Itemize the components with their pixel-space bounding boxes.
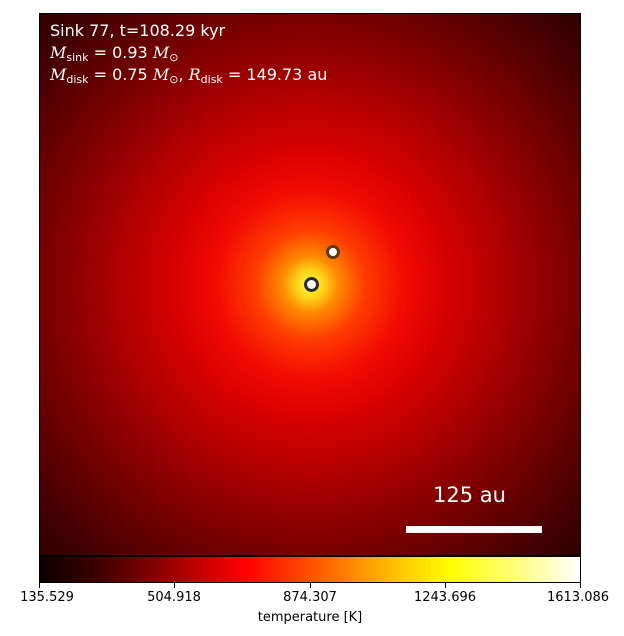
- sink-particle-marker: [304, 277, 319, 292]
- colorbar-label: temperature [K]: [257, 610, 363, 625]
- sink-time-label: Sink 77, t=108.29 kyr: [50, 21, 226, 40]
- scale-bar-label: 125 au: [433, 483, 506, 507]
- disk-properties-label: Mdisk = 0.75 M⊙, Rdisk = 149.73 au: [50, 65, 328, 86]
- temperature-colorbar: [39, 556, 581, 583]
- colorbar-tick-label: 1243.696: [413, 590, 477, 605]
- colorbar-tick-label: 135.529: [20, 590, 74, 605]
- colorbar-tick: [174, 583, 175, 588]
- colorbar-tick: [445, 583, 446, 588]
- colorbar-tick: [39, 583, 40, 588]
- colorbar-tick-label: 874.307: [283, 590, 337, 605]
- colorbar-tick-label: 1613.086: [546, 590, 610, 605]
- colorbar-tick: [310, 583, 311, 588]
- colorbar-tick: [580, 583, 581, 588]
- sink-particle-marker: [326, 245, 340, 259]
- scale-bar: [406, 526, 542, 533]
- temperature-map: Sink 77, t=108.29 kyr Msink = 0.93 M⊙ Md…: [39, 13, 581, 556]
- colorbar-tick-label: 504.918: [147, 590, 201, 605]
- sink-mass-label: Msink = 0.93 M⊙: [50, 43, 179, 64]
